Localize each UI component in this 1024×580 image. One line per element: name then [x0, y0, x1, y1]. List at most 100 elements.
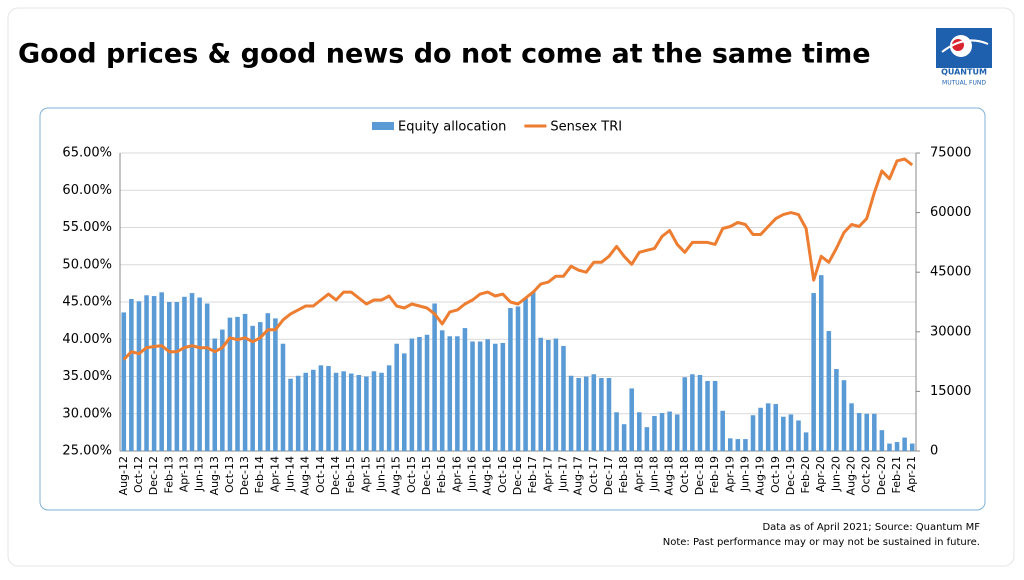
x-tick-label: Jun-14 — [284, 456, 297, 492]
plot: 25.00% 30.00% 35.00% 40.00% 45.00% 50.00% 55.0… — [62, 120, 971, 496]
bar — [273, 318, 278, 451]
bar — [811, 293, 816, 451]
bar — [621, 424, 627, 451]
bar — [644, 427, 650, 451]
logo-tagline: MUTUAL FUND — [942, 80, 986, 87]
bar — [546, 339, 551, 451]
bar — [583, 376, 589, 451]
note: Note: Past performance may or may not be… — [663, 537, 980, 548]
x-tick-label: Feb-16 — [435, 456, 448, 493]
x-tick-label: Apr-20 — [814, 456, 827, 492]
bar — [682, 377, 688, 451]
y-tick-label: 40.00% — [62, 332, 112, 347]
bar — [174, 302, 180, 451]
bar — [902, 437, 907, 451]
bar — [492, 343, 498, 451]
x-tick-label: Dec-18 — [693, 456, 706, 495]
bar — [796, 420, 801, 451]
x-tick-label: Dec-17 — [602, 456, 615, 495]
bar — [652, 415, 657, 451]
y-tick-label: 45.00% — [62, 295, 112, 310]
bar — [356, 375, 362, 451]
bar — [530, 291, 536, 451]
y-tick-label: 30.00% — [62, 406, 112, 421]
bar — [144, 295, 149, 451]
x-tick-label: Jun-16 — [466, 456, 479, 492]
bar — [364, 376, 369, 451]
bar — [462, 328, 468, 451]
bar — [614, 412, 619, 451]
y-tick-label: 35.00% — [62, 369, 112, 384]
x-tick-label: Apr-13 — [177, 456, 190, 492]
bar — [500, 342, 506, 451]
bar — [318, 365, 324, 451]
bar — [894, 442, 900, 451]
x-tick-label: Feb-20 — [799, 456, 812, 493]
x-tick-label: Jun-19 — [738, 456, 751, 492]
bar — [637, 412, 642, 451]
y-tick-label: 65.00% — [62, 146, 112, 161]
x-tick-label: Jun-17 — [556, 456, 569, 492]
x-tick-label: Aug-16 — [481, 456, 494, 495]
x-tick-label: Feb-19 — [708, 456, 721, 493]
x-tick-label: Oct-16 — [496, 456, 509, 493]
bar — [849, 403, 854, 451]
bar — [826, 331, 832, 451]
bar — [856, 413, 862, 451]
bar — [295, 375, 301, 451]
bar — [386, 365, 392, 451]
x-tick-label: Oct-19 — [769, 456, 782, 493]
bar — [553, 338, 559, 451]
bar — [697, 375, 703, 451]
y-tick-label: 55.00% — [62, 220, 112, 235]
bar — [765, 403, 771, 451]
x-tick-label: Oct-18 — [678, 456, 691, 493]
bar — [348, 373, 354, 451]
y-tick-label: 60.00% — [62, 183, 112, 198]
bar — [371, 371, 377, 451]
x-tick-label: Jun-15 — [375, 456, 388, 492]
y2-tick-label: 30000 — [930, 324, 971, 339]
bar — [743, 439, 748, 451]
bar — [197, 297, 202, 451]
bar — [872, 413, 877, 451]
bar — [720, 410, 725, 451]
bar — [189, 293, 195, 451]
bar — [477, 341, 483, 451]
x-tick-label: Dec-20 — [875, 456, 888, 495]
bar — [470, 341, 475, 451]
bar — [561, 345, 566, 451]
bar — [667, 411, 672, 451]
bar — [303, 372, 309, 451]
bar — [394, 343, 399, 451]
bar — [538, 337, 544, 451]
x-tick-label: Aug-13 — [208, 456, 221, 495]
bar — [439, 330, 445, 451]
logo-name: QUANTUM — [941, 68, 987, 77]
bar — [379, 372, 384, 451]
bar — [750, 415, 756, 451]
bar — [508, 307, 513, 451]
bar — [576, 377, 581, 451]
bar — [841, 380, 847, 451]
bar — [250, 325, 255, 451]
bar — [402, 353, 407, 451]
x-tick-label: Dec-13 — [238, 456, 251, 495]
bar — [781, 416, 786, 451]
x-tick-label: Apr-14 — [268, 456, 281, 492]
x-tick-label: Dec-16 — [511, 456, 524, 495]
bar — [629, 388, 634, 451]
bar — [409, 338, 415, 451]
x-tick-label: Oct-17 — [587, 456, 600, 493]
logo: QUANTUM MUTUAL FUND — [936, 28, 992, 87]
bar — [417, 337, 422, 451]
x-tick-label: Aug-19 — [754, 456, 767, 495]
bar — [447, 336, 453, 451]
bar — [568, 375, 574, 451]
bar — [424, 334, 430, 451]
y-tick-label: 25.00% — [62, 444, 112, 459]
bar — [485, 339, 490, 451]
bar — [758, 407, 763, 451]
x-tick-label: Feb-18 — [617, 456, 630, 493]
bar — [864, 413, 869, 451]
